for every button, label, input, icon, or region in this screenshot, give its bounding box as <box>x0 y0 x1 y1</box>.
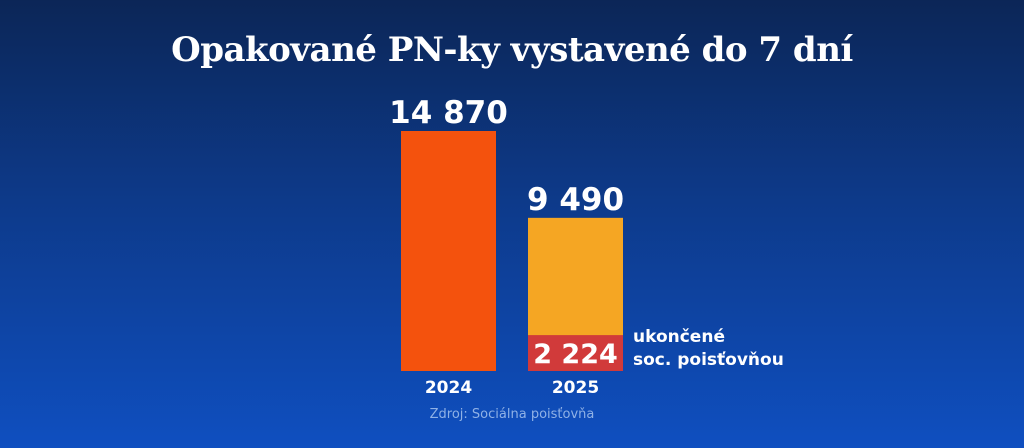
bar-2024 <box>401 131 496 371</box>
value-label-2024: 14 870 <box>389 95 508 131</box>
value-label-2025: 9 490 <box>527 182 624 218</box>
sub-bar-2025 <box>528 335 623 371</box>
annotation-line-1: ukončené <box>633 327 725 347</box>
source-note: Zdroj: Sociálna poisťovňa <box>429 407 595 422</box>
sub-bar-value-label: 2 224 <box>533 339 618 370</box>
sub-bar-annotation: ukončené soc. poisťovňou <box>633 326 784 372</box>
annotation-line-2: soc. poisťovňou <box>633 350 784 370</box>
chart-title: Opakované PN-ky vystavené do 7 dní <box>171 30 853 70</box>
x-tick-label-2025: 2025 <box>552 378 599 398</box>
x-tick-label-2024: 2024 <box>425 378 472 398</box>
